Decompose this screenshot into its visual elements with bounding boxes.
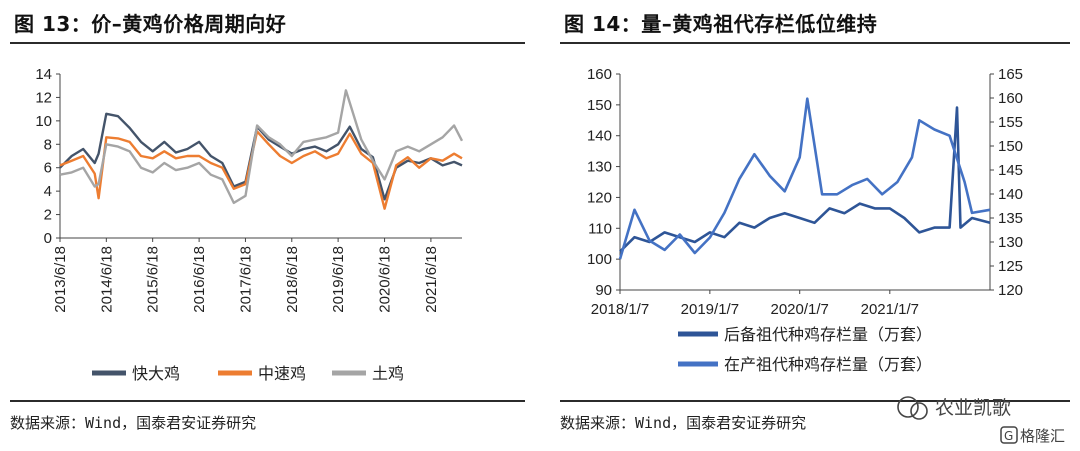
logo-text: 格隆汇 <box>1020 427 1065 445</box>
x-tick-label: 2020/6/18 <box>377 246 394 313</box>
source-note: 数据来源：Wind，国泰君安证券研究 <box>560 414 807 432</box>
source-rule <box>560 400 1070 402</box>
source-rule <box>10 400 525 402</box>
legend-label: 后备祖代种鸡存栏量（万套） <box>724 325 932 344</box>
x-tick-label: 2021/1/7 <box>861 301 919 318</box>
title-rule <box>10 42 525 44</box>
title-rule <box>560 42 1070 44</box>
y-tick-label: 10 <box>35 113 52 130</box>
y-tick-label: 8 <box>44 136 52 153</box>
x-tick-label: 2015/6/18 <box>145 246 162 313</box>
legend-label: 中速鸡 <box>258 364 306 383</box>
legend-label: 土鸡 <box>372 364 404 383</box>
y-tick-label-right: 160 <box>998 90 1023 107</box>
svg-text:G: G <box>1004 429 1013 443</box>
y-tick-label-right: 130 <box>998 234 1023 251</box>
x-tick-label: 2021/6/18 <box>423 246 440 313</box>
brand-text: 农业凯歌 <box>935 397 1011 419</box>
y-tick-label-left: 120 <box>587 189 612 206</box>
chart-panel-13: 图 13：价–黄鸡价格周期向好 0 2 4 6 8 10 12 14 2013/6/18 2014… <box>0 0 535 451</box>
x-tick-label: 2018/1/7 <box>591 301 649 318</box>
x-tick-label: 2017/6/18 <box>237 246 254 313</box>
y-tick-label-left: 100 <box>587 251 612 268</box>
y-tick-label: 6 <box>44 160 52 177</box>
x-tick-label: 2014/6/18 <box>98 246 115 313</box>
chart-panel-14: 图 14：量–黄鸡祖代存栏低位维持 90 100 110 120 130 140 150 16… <box>550 0 1080 451</box>
logo-icon: G 格隆汇 <box>1000 426 1065 445</box>
series-line-中速鸡 <box>59 130 463 210</box>
y-tick-label-left: 140 <box>587 128 612 145</box>
y-tick-label: 2 <box>44 207 52 224</box>
y-tick-label-left: 90 <box>595 282 612 299</box>
chart-title: 图 13：价–黄鸡价格周期向好 <box>14 12 287 36</box>
y-tick-label-right: 135 <box>998 210 1023 227</box>
y-tick-label: 12 <box>35 89 52 106</box>
source-note: 数据来源：Wind，国泰君安证券研究 <box>10 414 257 432</box>
y-tick-label-left: 160 <box>587 66 612 83</box>
legend-label: 快大鸡 <box>132 364 180 383</box>
y-tick-label-right: 125 <box>998 258 1023 275</box>
x-tick-label: 2018/6/18 <box>284 246 301 313</box>
y-tick-label: 0 <box>44 230 52 247</box>
x-tick-label: 2013/6/18 <box>52 246 69 313</box>
y-tick-label-right: 120 <box>998 282 1023 299</box>
y-tick-label: 14 <box>35 66 52 83</box>
y-tick-label: 4 <box>44 183 52 200</box>
series-line-在产祖代种鸡存栏量（万套） <box>618 97 991 260</box>
y-tick-label-right: 140 <box>998 186 1023 203</box>
wechat-icon: 农业凯歌 <box>897 396 1011 420</box>
x-tick-label: 2019/1/7 <box>681 301 739 318</box>
y-tick-label-left: 150 <box>587 97 612 114</box>
y-tick-label-right: 165 <box>998 66 1023 83</box>
x-tick-label: 2020/1/7 <box>771 301 829 318</box>
stock-chart: 90 100 110 120 130 140 150 160 120 125 130 135 140 14… <box>587 66 1023 374</box>
chart-title: 图 14：量–黄鸡祖代存栏低位维持 <box>564 12 878 36</box>
x-tick-label: 2019/6/18 <box>330 246 347 313</box>
y-tick-label-left: 110 <box>588 220 612 237</box>
y-tick-label-left: 130 <box>587 159 612 176</box>
y-tick-label-right: 155 <box>998 114 1023 131</box>
legend-label: 在产祖代种鸡存栏量（万套） <box>724 355 932 374</box>
series-line-快大鸡 <box>59 112 463 201</box>
y-tick-label-right: 145 <box>998 162 1023 179</box>
x-tick-label: 2016/6/18 <box>191 246 208 313</box>
series-line-土鸡 <box>59 89 464 205</box>
y-tick-label-right: 150 <box>998 138 1023 155</box>
price-chart: 0 2 4 6 8 10 12 14 2013/6/18 2014/6/18 2015/6/18 20… <box>35 66 464 383</box>
